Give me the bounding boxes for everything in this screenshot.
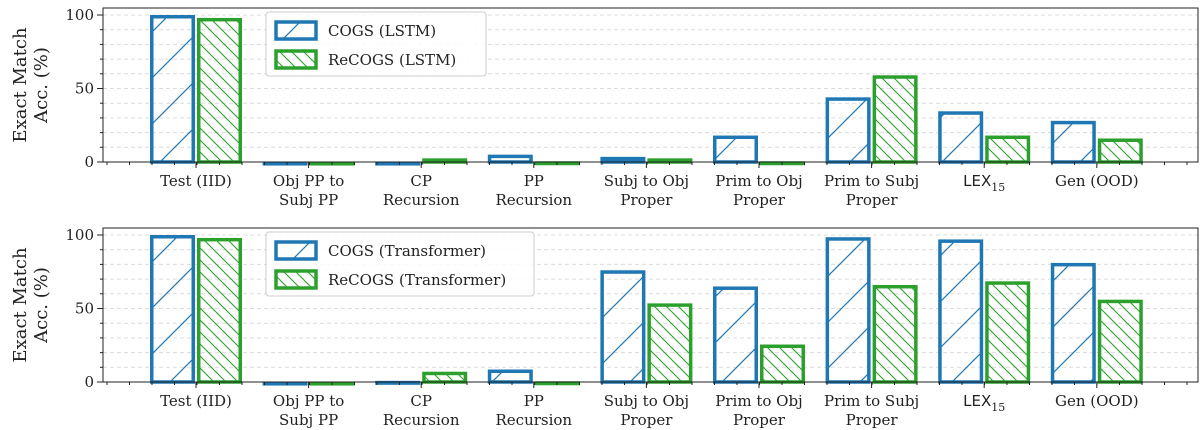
y-tick-label: 100 [65, 6, 94, 24]
legend-label: ReCOGS (Transformer) [328, 271, 506, 289]
x-tick-label: Obj PP to Subj PP [273, 392, 344, 429]
x-tick-label: Prim to Subj Proper [824, 172, 919, 209]
y-tick-label: 0 [84, 373, 94, 391]
bar-recogs [1097, 138, 1143, 164]
bar-cogs [600, 270, 646, 384]
bar-cogs [375, 161, 421, 166]
legend-label: COGS (Transformer) [328, 242, 486, 260]
x-tick-label: LEX15 [963, 172, 1005, 194]
bar-recogs [760, 344, 805, 384]
y-tick-label: 0 [84, 153, 94, 171]
bar-recogs [1097, 299, 1143, 384]
plot-frame [102, 7, 1199, 163]
x-tick-label: LEX15 [963, 392, 1005, 414]
x-tick-label: Prim to Obj Proper [715, 392, 802, 429]
y-tick-label: 50 [75, 300, 94, 318]
bar-cogs [262, 381, 308, 386]
x-tick-label: Gen (OOD) [1055, 392, 1139, 410]
x-tick-label: Prim to Subj Proper [824, 392, 919, 429]
bar-cogs [487, 154, 533, 164]
x-tick-label: Test (IID) [160, 392, 232, 410]
legend-swatch [274, 20, 318, 41]
legend-swatch [274, 240, 318, 261]
x-tick-label: CP Recursion [383, 392, 460, 429]
bar-cogs [825, 97, 871, 164]
x-tick-label: Prim to Obj Proper [715, 172, 802, 209]
bar-cogs [375, 380, 421, 385]
x-tick-label: Subj to Obj Proper [604, 172, 689, 209]
bar-cogs [938, 111, 984, 164]
bar-cogs [150, 15, 195, 164]
x-tick-label: CP Recursion [383, 172, 460, 209]
x-tick-label: Test (IID) [160, 172, 232, 190]
bar-cogs [1050, 262, 1096, 384]
legend-label: ReCOGS (LSTM) [328, 51, 456, 69]
bar-cogs [150, 235, 195, 384]
bar-cogs [713, 286, 758, 384]
legend-label: COGS (LSTM) [328, 22, 436, 40]
bar-cogs [938, 239, 984, 384]
legend [265, 11, 487, 77]
chart-panel-lstm: 0 50 100 Test (IID) Obj PP to Subj PP CP Recurs… [10, 6, 1199, 209]
bar-recogs [647, 303, 693, 384]
x-tick-label: PP Recursion [496, 172, 573, 209]
bar-recogs [872, 284, 918, 384]
bar-cogs [825, 237, 871, 384]
plot-frame [102, 227, 1199, 383]
x-tick-label: Gen (OOD) [1055, 172, 1139, 190]
bar-recogs [872, 75, 918, 164]
bar-recogs [422, 371, 468, 384]
x-tick-label: PP Recursion [496, 392, 573, 429]
legend [265, 231, 535, 297]
legend-swatch [274, 49, 318, 70]
bar-cogs [600, 156, 646, 164]
x-tick-label: Obj PP to Subj PP [273, 172, 344, 209]
y-tick-label: 50 [75, 80, 94, 98]
bar-cogs [262, 161, 308, 166]
bar-cogs [1050, 120, 1096, 164]
bar-cogs [713, 135, 758, 164]
bar-cogs [487, 369, 533, 384]
y-axis-label: Exact MatchAcc. (%) [10, 27, 52, 143]
x-tick-label: Subj to Obj Proper [604, 392, 689, 429]
y-axis-label: Exact MatchAcc. (%) [10, 247, 52, 363]
bar-recogs [985, 135, 1031, 164]
bar-recogs [197, 17, 242, 164]
bar-recogs [197, 237, 242, 384]
chart-panel-transformer: 0 50 100 Test (IID) Obj PP to Subj PP CP Recurs… [10, 226, 1199, 429]
bar-recogs [985, 281, 1031, 384]
legend-swatch [274, 269, 318, 290]
y-tick-label: 100 [65, 226, 94, 244]
